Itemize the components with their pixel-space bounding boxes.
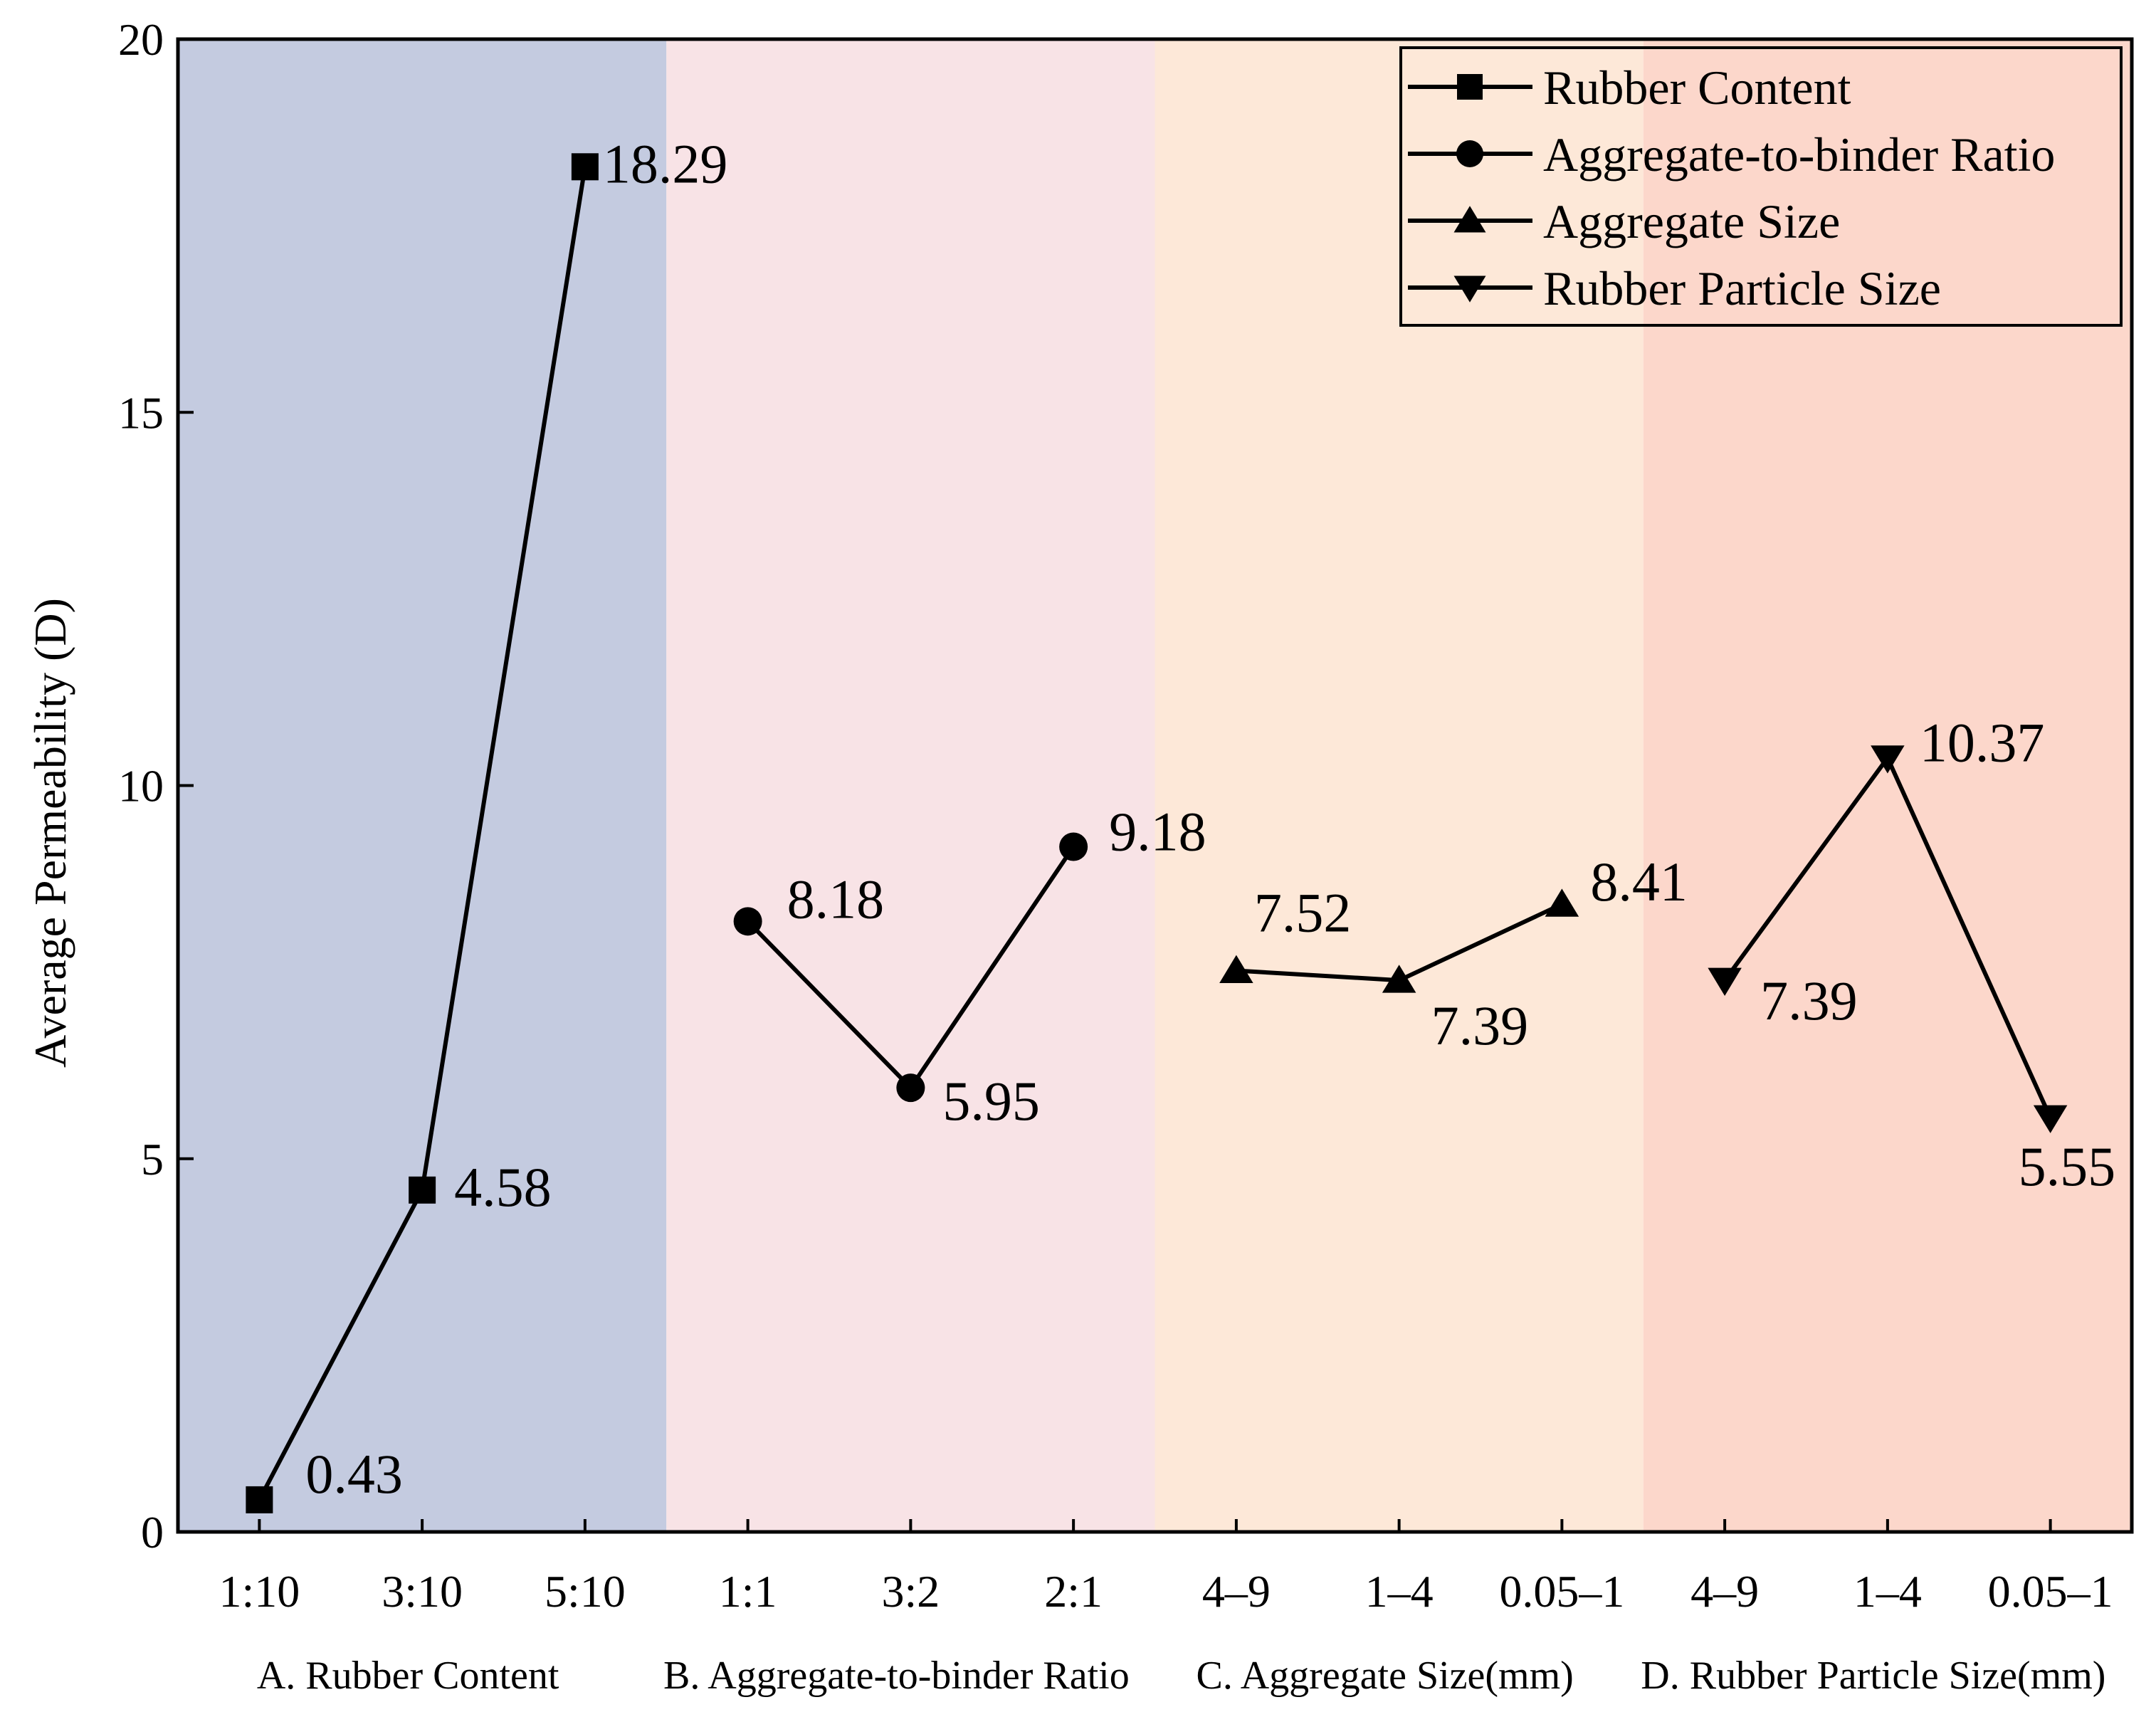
data-label: 9.18 (1109, 800, 1206, 862)
data-label: 8.41 (1590, 851, 1688, 913)
series-aggregate-to-binder-ratio: 8.18 5.95 9.18 (733, 800, 1206, 1132)
legend: Rubber Content Aggregate-to-binder Ratio A… (1399, 46, 2123, 327)
data-point (246, 1486, 273, 1513)
y-tick-label: 20 (118, 14, 164, 65)
group-label-2: B. Aggregate-to-binder Ratio (663, 1654, 1130, 1698)
x-tick-label: 4–9 (1202, 1566, 1271, 1617)
legend-marker (1453, 206, 1486, 233)
y-tick-label: 15 (118, 387, 164, 438)
legend-marker (1457, 74, 1483, 100)
data-point (896, 1073, 925, 1103)
data-label: 4.58 (454, 1156, 552, 1218)
x-tick-label: 3:10 (382, 1566, 463, 1617)
y-tick-label: 5 (141, 1134, 164, 1185)
data-point (571, 153, 599, 181)
data-point (409, 1176, 436, 1204)
group-label-1: A. Rubber Content (257, 1654, 559, 1698)
legend-label: Aggregate Size (1543, 194, 1840, 248)
data-point (1708, 967, 1742, 997)
legend-label: Aggregate-to-binder Ratio (1543, 127, 2055, 182)
factor-bands (178, 39, 2132, 1532)
data-label: 5.95 (942, 1070, 1040, 1132)
x-tick-label: 0.05–1 (1988, 1566, 2113, 1617)
legend-item: Aggregate-to-binder Ratio (1408, 127, 2055, 182)
legend-marker (1456, 140, 1483, 167)
data-point (2033, 1105, 2068, 1133)
y-tick-label: 10 (118, 761, 164, 812)
legend-box (1399, 46, 2123, 327)
data-label: 7.39 (1760, 970, 1858, 1031)
legend-label: Rubber Particle Size (1543, 261, 1941, 315)
data-label: 18.29 (603, 132, 728, 194)
x-tick-label: 2:1 (1044, 1566, 1103, 1617)
series-rubber-content: 0.43 4.58 18.29 (246, 132, 727, 1513)
x-tick-label: 1–4 (1365, 1566, 1434, 1617)
y-axis-label: Average Permeability (D) (25, 598, 75, 1068)
data-point (1059, 832, 1088, 861)
data-point (733, 907, 762, 936)
group-label-3: C. Aggregate Size(mm) (1196, 1654, 1573, 1698)
series-layer: 0.43 4.58 18.29 8.18 5.95 9.18 7.52 7.39 8.41 7.3… (246, 132, 2115, 1513)
data-point (1545, 888, 1579, 917)
legend-marker (1453, 275, 1486, 303)
x-axis: 1:10 3:10 5:10 A. Rubber Content 1:1 3:2 2:1 B.… (219, 1519, 2113, 1698)
data-point (1382, 965, 1416, 993)
x-tick-label: 3:2 (881, 1566, 940, 1617)
x-tick-label: 5:10 (545, 1566, 626, 1617)
x-tick-label: 0.05–1 (1499, 1566, 1624, 1617)
data-label: 8.18 (787, 868, 885, 930)
band-4 (1643, 39, 2132, 1532)
x-tick-label: 1–4 (1853, 1566, 1922, 1617)
legend-item: Rubber Particle Size (1408, 261, 1941, 315)
legend-item: Aggregate Size (1408, 194, 1840, 248)
data-point (1871, 745, 1905, 774)
data-label: 5.55 (2019, 1135, 2116, 1197)
band-2 (666, 39, 1155, 1532)
legend-item: Rubber Content (1408, 61, 1851, 115)
band-1 (178, 39, 667, 1532)
series-aggregate-size: 7.52 7.39 8.41 (1219, 851, 1688, 1056)
legend-label: Rubber Content (1543, 61, 1851, 115)
y-axis: Average Permeability (D) 0 5 10 15 20 (25, 14, 194, 1558)
data-label: 10.37 (1920, 712, 2045, 774)
x-tick-label: 1:10 (219, 1566, 300, 1617)
x-tick-label: 4–9 (1690, 1566, 1759, 1617)
data-label: 7.52 (1254, 882, 1352, 944)
band-3 (1155, 39, 1644, 1532)
y-tick-label: 0 (141, 1507, 164, 1558)
series-rubber-particle-size: 7.39 10.37 5.55 (1708, 712, 2115, 1197)
data-label: 0.43 (305, 1443, 403, 1505)
x-tick-label: 1:1 (719, 1566, 777, 1617)
data-label: 7.39 (1431, 994, 1529, 1056)
group-label-4: D. Rubber Particle Size(mm) (1641, 1654, 2105, 1698)
data-point (1219, 955, 1253, 984)
